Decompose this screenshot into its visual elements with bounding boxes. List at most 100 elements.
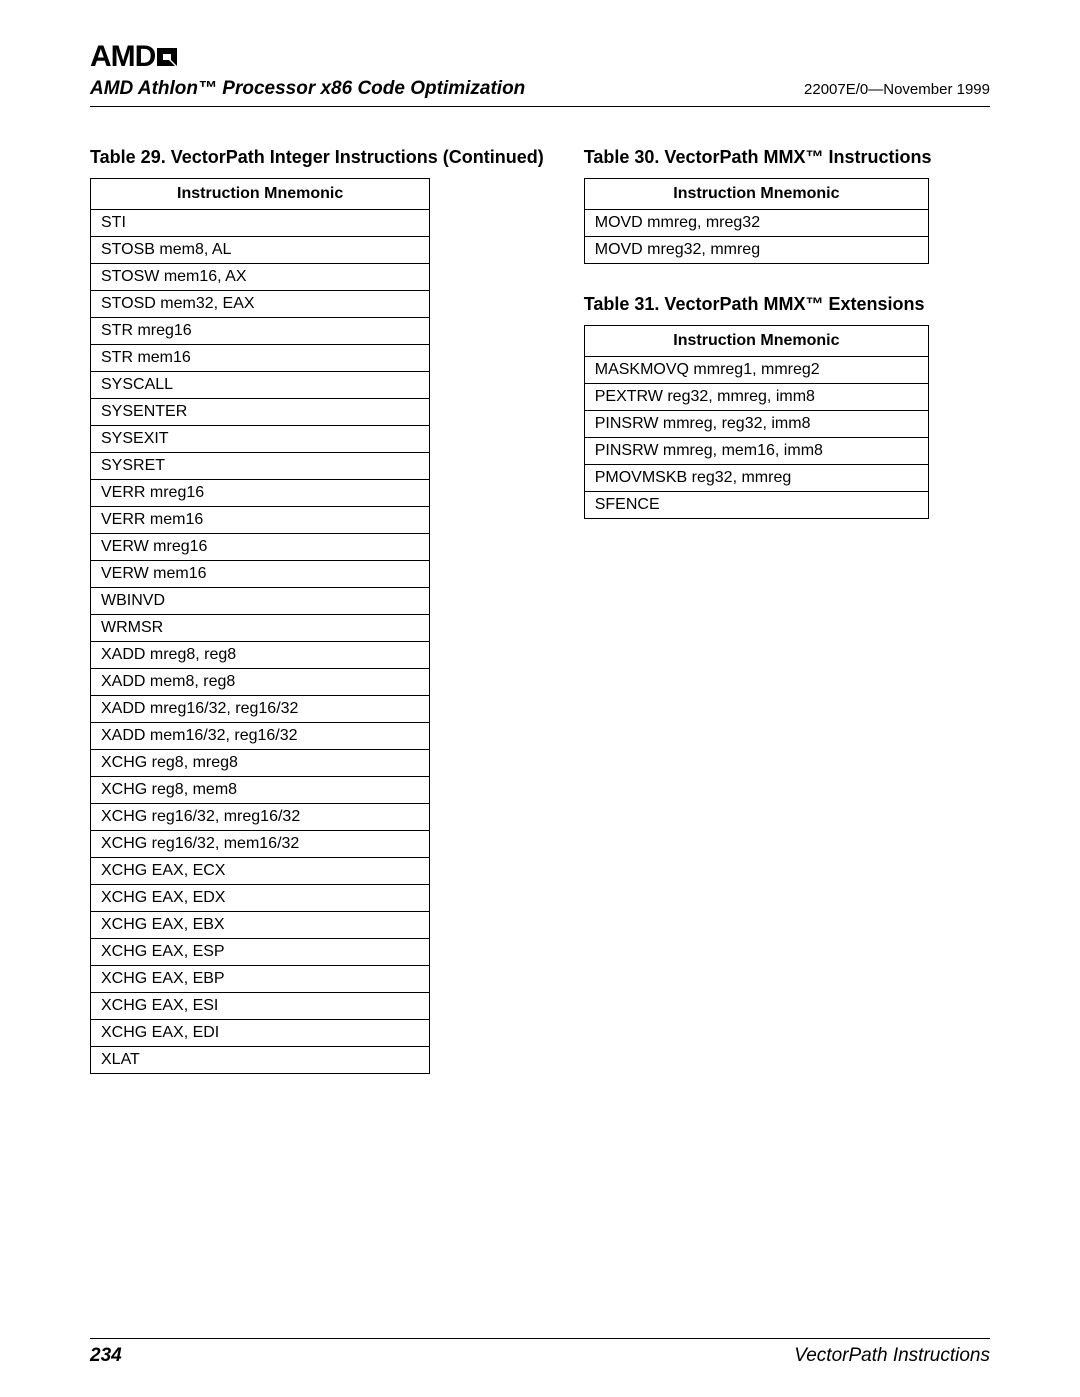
instruction-cell: XLAT — [91, 1047, 430, 1074]
table-31-title: Table 31. VectorPath MMX™ Extensions — [584, 294, 990, 315]
table-row: SYSEXIT — [91, 426, 430, 453]
instruction-cell: XCHG EAX, ESP — [91, 939, 430, 966]
instruction-cell: XCHG EAX, EBP — [91, 966, 430, 993]
page: AMD AMD Athlon™ Processor x86 Code Optim… — [0, 0, 1080, 1397]
instruction-cell: XCHG EAX, EDI — [91, 1020, 430, 1047]
table-30-title: Table 30. VectorPath MMX™ Instructions — [584, 147, 990, 168]
table-row: XCHG reg8, mreg8 — [91, 750, 430, 777]
table-row: XADD mreg16/32, reg16/32 — [91, 696, 430, 723]
instruction-cell: SYSENTER — [91, 399, 430, 426]
instruction-cell: VERW mem16 — [91, 561, 430, 588]
instruction-cell: PINSRW mmreg, reg32, imm8 — [584, 411, 928, 438]
table-row: STOSW mem16, AX — [91, 264, 430, 291]
instruction-cell: XADD mem8, reg8 — [91, 669, 430, 696]
instruction-cell: WBINVD — [91, 588, 430, 615]
right-column: Table 30. VectorPath MMX™ Instructions I… — [584, 147, 990, 549]
table-row: XLAT — [91, 1047, 430, 1074]
table-row: XCHG EAX, ESI — [91, 993, 430, 1020]
table-row: PINSRW mmreg, reg32, imm8 — [584, 411, 928, 438]
table-30-body: MOVD mmreg, mreg32MOVD mreg32, mmreg — [584, 210, 928, 264]
table-row: XCHG EAX, ESP — [91, 939, 430, 966]
table-row: XADD mem8, reg8 — [91, 669, 430, 696]
instruction-cell: VERR mem16 — [91, 507, 430, 534]
table-row: VERW mem16 — [91, 561, 430, 588]
table-row: WBINVD — [91, 588, 430, 615]
table-row: PEXTRW reg32, mmreg, imm8 — [584, 384, 928, 411]
instruction-cell: STOSD mem32, EAX — [91, 291, 430, 318]
left-column: Table 29. VectorPath Integer Instruction… — [90, 147, 544, 1074]
instruction-cell: XADD mreg16/32, reg16/32 — [91, 696, 430, 723]
table-31-header: Instruction Mnemonic — [584, 326, 928, 357]
instruction-cell: PMOVMSKB reg32, mmreg — [584, 465, 928, 492]
instruction-cell: XCHG EAX, EBX — [91, 912, 430, 939]
instruction-cell: XCHG EAX, ECX — [91, 858, 430, 885]
table-row: XCHG reg16/32, mem16/32 — [91, 831, 430, 858]
table-29: Instruction Mnemonic STISTOSB mem8, ALST… — [90, 178, 430, 1074]
instruction-cell: MASKMOVQ mmreg1, mmreg2 — [584, 357, 928, 384]
table-row: XCHG EAX, EBX — [91, 912, 430, 939]
instruction-cell: MOVD mmreg, mreg32 — [584, 210, 928, 237]
instruction-cell: SYSEXIT — [91, 426, 430, 453]
table-row: XCHG EAX, ECX — [91, 858, 430, 885]
table-row: MOVD mreg32, mmreg — [584, 237, 928, 264]
table-row: STR mreg16 — [91, 318, 430, 345]
page-number: 234 — [90, 1345, 122, 1367]
instruction-cell: XCHG EAX, ESI — [91, 993, 430, 1020]
table-row: XCHG EAX, EDX — [91, 885, 430, 912]
logo: AMD — [90, 40, 990, 74]
instruction-cell: XCHG reg16/32, mem16/32 — [91, 831, 430, 858]
table-row: STR mem16 — [91, 345, 430, 372]
content-columns: Table 29. VectorPath Integer Instruction… — [90, 147, 990, 1074]
table-row: MASKMOVQ mmreg1, mmreg2 — [584, 357, 928, 384]
table-row: MOVD mmreg, mreg32 — [584, 210, 928, 237]
table-30: Instruction Mnemonic MOVD mmreg, mreg32M… — [584, 178, 929, 264]
header-row: AMD Athlon™ Processor x86 Code Optimizat… — [90, 78, 990, 107]
table-row: VERW mreg16 — [91, 534, 430, 561]
instruction-cell: SYSRET — [91, 453, 430, 480]
instruction-cell: XADD mem16/32, reg16/32 — [91, 723, 430, 750]
table-row: STOSB mem8, AL — [91, 237, 430, 264]
table-row: VERR mem16 — [91, 507, 430, 534]
table-row: SYSRET — [91, 453, 430, 480]
instruction-cell: STI — [91, 210, 430, 237]
table-row: SYSCALL — [91, 372, 430, 399]
table-29-body: STISTOSB mem8, ALSTOSW mem16, AXSTOSD me… — [91, 210, 430, 1074]
table-row: PMOVMSKB reg32, mmreg — [584, 465, 928, 492]
doc-title: AMD Athlon™ Processor x86 Code Optimizat… — [90, 78, 525, 100]
table-row: SFENCE — [584, 492, 928, 519]
doc-meta: 22007E/0—November 1999 — [804, 81, 990, 98]
instruction-cell: MOVD mreg32, mmreg — [584, 237, 928, 264]
instruction-cell: SYSCALL — [91, 372, 430, 399]
table-row: XADD mreg8, reg8 — [91, 642, 430, 669]
table-row: XADD mem16/32, reg16/32 — [91, 723, 430, 750]
instruction-cell: VERW mreg16 — [91, 534, 430, 561]
instruction-cell: XADD mreg8, reg8 — [91, 642, 430, 669]
footer: 234 VectorPath Instructions — [90, 1338, 990, 1367]
instruction-cell: STR mreg16 — [91, 318, 430, 345]
instruction-cell: VERR mreg16 — [91, 480, 430, 507]
table-row: XCHG reg16/32, mreg16/32 — [91, 804, 430, 831]
section-name: VectorPath Instructions — [794, 1345, 990, 1367]
table-row: XCHG EAX, EBP — [91, 966, 430, 993]
table-30-header: Instruction Mnemonic — [584, 179, 928, 210]
instruction-cell: STR mem16 — [91, 345, 430, 372]
table-row: SYSENTER — [91, 399, 430, 426]
instruction-cell: WRMSR — [91, 615, 430, 642]
table-29-header: Instruction Mnemonic — [91, 179, 430, 210]
instruction-cell: XCHG reg8, mem8 — [91, 777, 430, 804]
instruction-cell: STOSW mem16, AX — [91, 264, 430, 291]
table-31-body: MASKMOVQ mmreg1, mmreg2PEXTRW reg32, mmr… — [584, 357, 928, 519]
instruction-cell: XCHG reg16/32, mreg16/32 — [91, 804, 430, 831]
table-row: VERR mreg16 — [91, 480, 430, 507]
instruction-cell: SFENCE — [584, 492, 928, 519]
instruction-cell: PINSRW mmreg, mem16, imm8 — [584, 438, 928, 465]
table-row: STI — [91, 210, 430, 237]
instruction-cell: XCHG reg8, mreg8 — [91, 750, 430, 777]
instruction-cell: XCHG EAX, EDX — [91, 885, 430, 912]
table-31: Instruction Mnemonic MASKMOVQ mmreg1, mm… — [584, 325, 929, 519]
table-row: WRMSR — [91, 615, 430, 642]
table-29-title: Table 29. VectorPath Integer Instruction… — [90, 147, 544, 168]
table-row: XCHG EAX, EDI — [91, 1020, 430, 1047]
table-row: PINSRW mmreg, mem16, imm8 — [584, 438, 928, 465]
table-row: STOSD mem32, EAX — [91, 291, 430, 318]
